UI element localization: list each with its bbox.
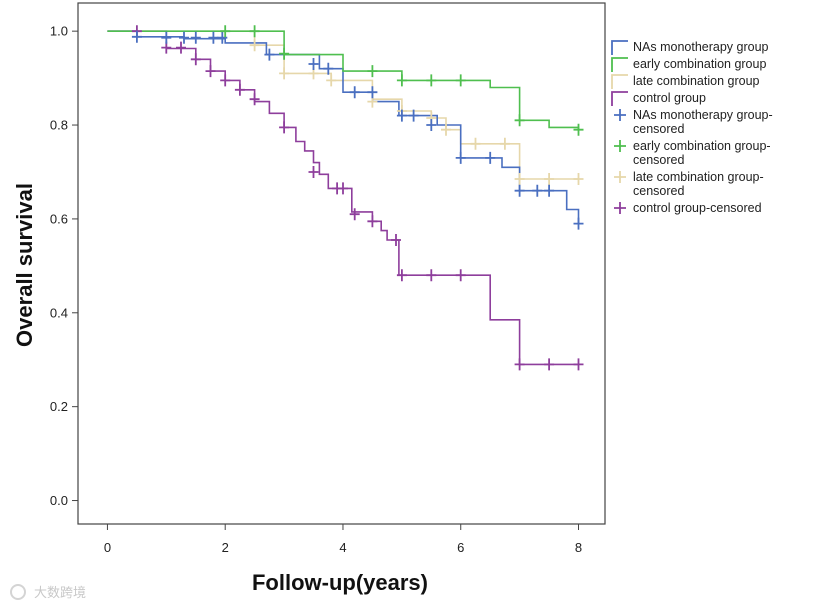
y-tick-label: 0.6	[50, 211, 68, 226]
legend-swatch-2	[611, 74, 628, 89]
censor-mark-0	[179, 31, 189, 44]
censor-mark-2	[279, 67, 290, 80]
legend-label: early combination group	[633, 57, 766, 71]
censor-mark-1	[249, 25, 260, 38]
legend-label: control group	[633, 91, 706, 105]
censor-mark-3	[249, 93, 260, 106]
censor-mark-1	[396, 74, 407, 87]
censor-mark-0	[190, 31, 201, 44]
censor-mark-3	[190, 53, 201, 66]
legend-label: censored	[633, 153, 684, 167]
legend-swatch-4	[614, 109, 626, 121]
legend-label: NAs monotherapy group-	[633, 108, 773, 122]
censor-mark-2	[499, 137, 510, 150]
censor-mark-0	[455, 151, 466, 164]
censor-mark-1	[455, 74, 466, 87]
legend-swatch-3	[611, 91, 628, 106]
censor-mark-3	[396, 269, 407, 282]
censor-mark-1	[220, 25, 231, 38]
censor-mark-0	[217, 31, 228, 44]
x-tick-label: 0	[104, 540, 111, 555]
legend-label: control group-censored	[633, 201, 762, 215]
censor-mark-3	[367, 215, 378, 228]
censor-mark-1	[514, 114, 525, 127]
censor-mark-1	[279, 47, 290, 60]
legend-swatch-1	[611, 57, 628, 72]
censor-mark-2	[573, 173, 584, 185]
legend-label: late combination group	[633, 74, 760, 88]
watermark-logo: 大数跨境	[10, 584, 86, 601]
censor-mark-0	[573, 217, 584, 230]
y-tick-label: 0.4	[50, 305, 68, 320]
censor-mark-3	[220, 74, 231, 87]
censor-mark-0	[514, 184, 525, 197]
censor-mark-0	[131, 30, 142, 43]
legend-label: late combination group-	[633, 170, 764, 184]
x-axis-title: Follow-up(years)	[252, 570, 428, 595]
censor-mark-3	[338, 182, 348, 195]
legend-swatch-6	[614, 171, 626, 183]
censor-mark-3	[426, 269, 437, 282]
censor-mark-2	[544, 173, 555, 185]
censor-mark-3	[349, 208, 360, 221]
censor-mark-0	[426, 119, 437, 131]
censor-mark-0	[208, 31, 219, 44]
legend-label: censored	[633, 184, 684, 198]
legend-label: early combination group-	[633, 139, 771, 153]
censor-mark-0	[323, 62, 334, 75]
legend-swatch-5	[614, 140, 626, 152]
series-line-1	[107, 30, 580, 130]
censor-mark-3	[391, 234, 401, 246]
censor-mark-3	[279, 121, 290, 134]
censor-mark-2	[249, 39, 260, 52]
x-axis: 0 2 4 6 8	[104, 524, 582, 555]
watermark-text: 大数跨境	[34, 586, 86, 601]
censor-mark-0	[396, 109, 407, 122]
censor-mark-3	[514, 358, 525, 371]
censor-mark-3	[205, 65, 216, 78]
y-tick-label: 0.2	[50, 399, 68, 414]
censor-mark-1	[367, 65, 378, 78]
x-tick-label: 2	[222, 540, 229, 555]
legend-label: censored	[633, 122, 684, 136]
censor-mark-0	[161, 31, 172, 44]
y-axis: 0.0 0.2 0.4 0.6 0.8 1.0	[50, 24, 78, 508]
legend-swatch-0	[611, 40, 628, 55]
censor-mark-0	[367, 86, 378, 99]
censor-mark-1	[426, 74, 437, 87]
censor-mark-3	[544, 358, 555, 371]
censor-mark-2	[514, 173, 525, 185]
censor-mark-2	[441, 123, 451, 136]
censor-mark-3	[234, 83, 245, 96]
x-tick-label: 6	[457, 540, 464, 555]
x-tick-label: 8	[575, 540, 582, 555]
censor-layer	[131, 25, 584, 371]
legend: NAs monotherapy group early combination g…	[611, 40, 773, 215]
censor-mark-1	[573, 123, 584, 136]
censor-mark-2	[326, 74, 337, 87]
censor-mark-0	[264, 48, 275, 61]
censor-mark-0	[544, 184, 555, 197]
legend-swatch-7	[614, 202, 626, 214]
plot-frame	[77, 2, 606, 525]
censor-mark-3	[176, 41, 186, 54]
censor-mark-2	[470, 137, 481, 150]
censor-mark-0	[408, 109, 419, 122]
watermark-logo-icon	[10, 584, 26, 600]
x-tick-label: 4	[339, 540, 346, 555]
censor-mark-3	[455, 269, 466, 282]
censor-mark-3	[308, 166, 319, 178]
legend-label: NAs monotherapy group	[633, 40, 769, 54]
censor-mark-0	[532, 184, 543, 197]
censor-mark-0	[308, 58, 319, 70]
y-axis-title: Overall survival	[12, 183, 37, 347]
censor-mark-0	[485, 151, 496, 164]
censor-mark-0	[349, 86, 360, 99]
y-tick-label: 1.0	[50, 24, 68, 39]
censor-mark-3	[573, 358, 584, 371]
y-tick-label: 0.8	[50, 118, 68, 133]
series-line-3	[107, 30, 579, 366]
y-tick-label: 0.0	[50, 493, 68, 508]
